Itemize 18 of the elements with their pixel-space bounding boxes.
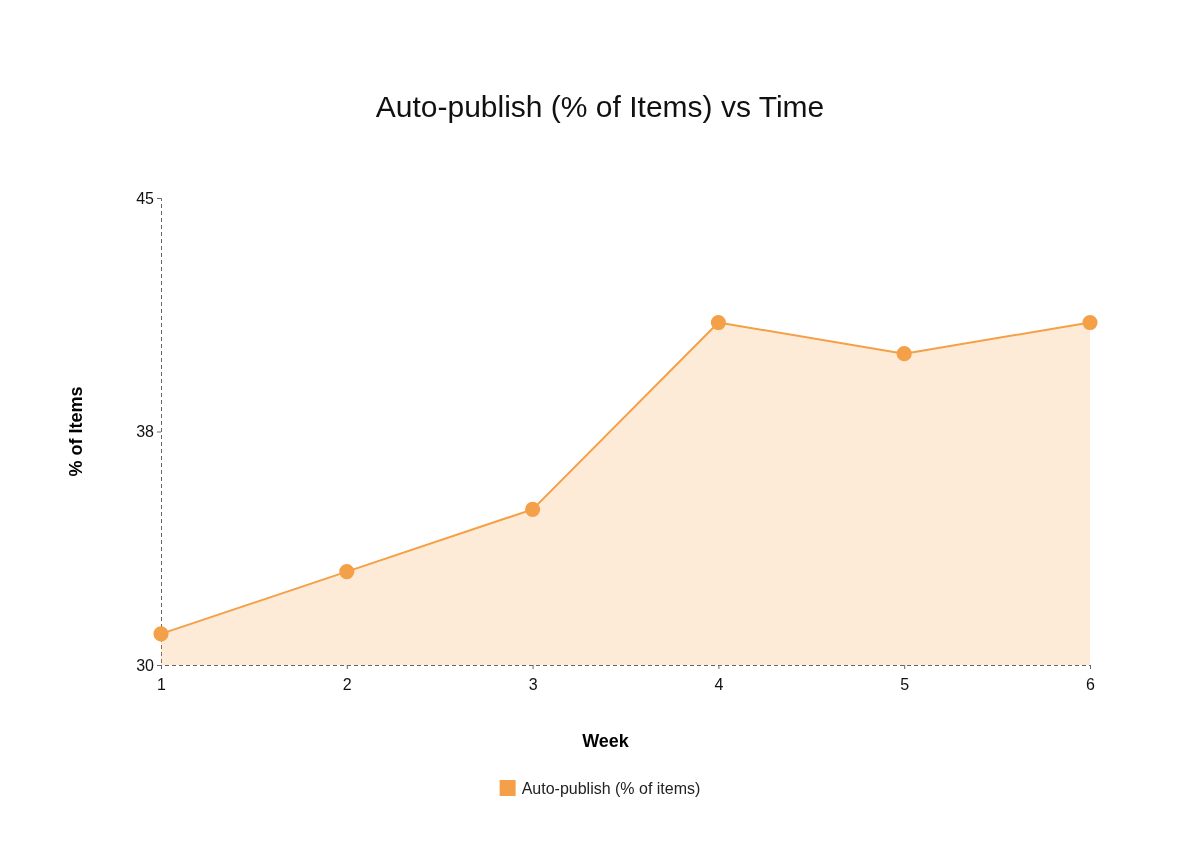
y-tick-label: 45	[136, 189, 155, 207]
x-tick-label: 1	[157, 675, 167, 693]
point	[525, 501, 541, 517]
x-tick-label: 3	[528, 675, 538, 693]
x-axis-title: Week	[582, 731, 630, 751]
y-axis-title: % of Items	[66, 386, 86, 477]
x-tick-label: 4	[714, 675, 724, 693]
x-tick-label: 6	[1086, 675, 1096, 693]
y-tick-label: 30	[136, 656, 155, 674]
point	[710, 314, 726, 331]
chart-title: Auto-publish (% of Items) vs Time	[375, 90, 825, 123]
point	[153, 626, 169, 642]
x-tick-label: 2	[342, 675, 352, 693]
y-tick-label: 38	[136, 423, 155, 441]
x-tick-label: 5	[900, 675, 910, 693]
point	[896, 346, 912, 362]
legend-label: Auto-publish (% of items)	[521, 780, 701, 797]
point	[339, 564, 355, 580]
